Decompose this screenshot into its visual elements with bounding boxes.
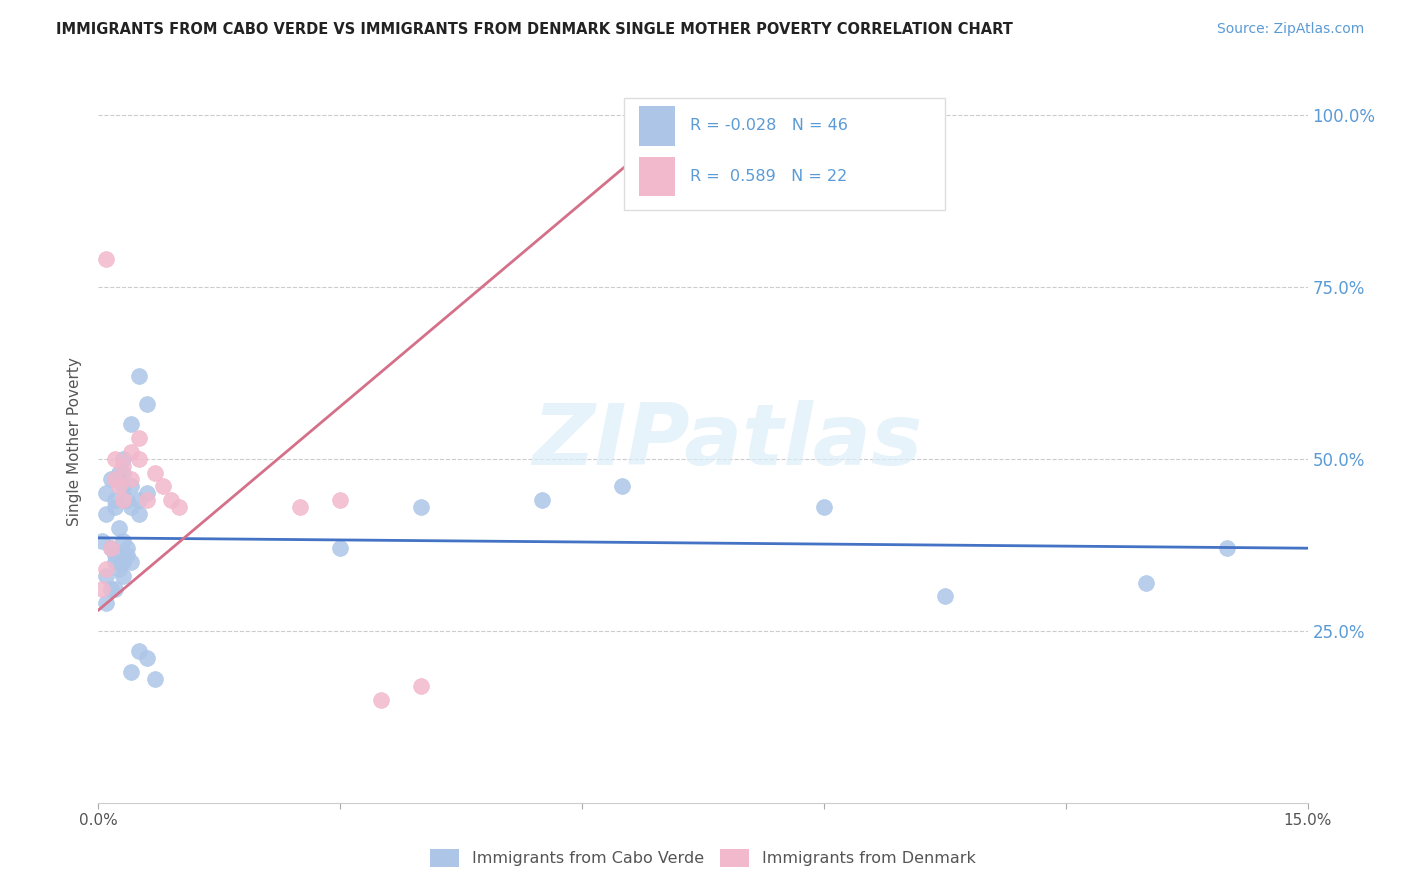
Point	[111, 568, 134, 582]
Point	[115, 541, 138, 556]
Point	[111, 458, 134, 473]
Point	[128, 369, 150, 384]
Point	[96, 596, 118, 610]
Point	[152, 479, 174, 493]
Point	[100, 541, 122, 556]
Point	[96, 507, 118, 521]
Point	[120, 555, 142, 569]
Point	[409, 500, 432, 514]
Text: Source: ZipAtlas.com: Source: ZipAtlas.com	[1216, 22, 1364, 37]
Point	[111, 555, 134, 569]
Text: ZIPatlas: ZIPatlas	[531, 400, 922, 483]
Point	[143, 466, 166, 480]
Point	[103, 493, 125, 508]
Point	[120, 479, 142, 493]
Point	[128, 431, 150, 445]
Point	[135, 493, 157, 508]
Point	[96, 486, 118, 500]
FancyBboxPatch shape	[624, 98, 945, 211]
Point	[120, 472, 142, 486]
Point	[111, 451, 134, 466]
Point	[103, 548, 125, 562]
Point	[107, 520, 129, 534]
Point	[370, 692, 392, 706]
Point	[120, 500, 142, 514]
Point	[813, 500, 835, 514]
Point	[100, 541, 122, 556]
Point	[120, 665, 142, 679]
Point	[103, 451, 125, 466]
Point	[96, 252, 118, 267]
Point	[128, 493, 150, 508]
Point	[128, 451, 150, 466]
Point	[135, 397, 157, 411]
Point	[120, 417, 142, 432]
Point	[96, 568, 118, 582]
Point	[128, 507, 150, 521]
Point	[91, 534, 114, 549]
Point	[115, 493, 138, 508]
Point	[100, 582, 122, 597]
Point	[103, 472, 125, 486]
Point	[934, 590, 956, 604]
Bar	[638, 156, 675, 196]
Point	[96, 562, 118, 576]
Point	[111, 466, 134, 480]
Text: R = -0.028   N = 46: R = -0.028 N = 46	[690, 119, 848, 133]
Point	[135, 651, 157, 665]
Point	[103, 555, 125, 569]
Point	[111, 493, 134, 508]
Text: IMMIGRANTS FROM CABO VERDE VS IMMIGRANTS FROM DENMARK SINGLE MOTHER POVERTY CORR: IMMIGRANTS FROM CABO VERDE VS IMMIGRANTS…	[56, 22, 1014, 37]
Point	[107, 562, 129, 576]
Point	[1135, 575, 1157, 590]
Bar	[638, 106, 675, 145]
Point	[135, 486, 157, 500]
Point	[329, 493, 352, 508]
Point	[103, 500, 125, 514]
Point	[120, 445, 142, 459]
Point	[143, 672, 166, 686]
Point	[115, 548, 138, 562]
Point	[1216, 541, 1239, 556]
Point	[409, 679, 432, 693]
Point	[288, 500, 311, 514]
Point	[100, 472, 122, 486]
Point	[167, 500, 190, 514]
Point	[107, 479, 129, 493]
Legend: Immigrants from Cabo Verde, Immigrants from Denmark: Immigrants from Cabo Verde, Immigrants f…	[430, 848, 976, 867]
Point	[128, 644, 150, 658]
Point	[103, 582, 125, 597]
Point	[612, 479, 634, 493]
Point	[329, 541, 352, 556]
Point	[530, 493, 553, 508]
Point	[111, 479, 134, 493]
Point	[111, 534, 134, 549]
Point	[107, 466, 129, 480]
Point	[160, 493, 183, 508]
Text: R =  0.589   N = 22: R = 0.589 N = 22	[690, 169, 846, 184]
Point	[91, 582, 114, 597]
Y-axis label: Single Mother Poverty: Single Mother Poverty	[67, 357, 83, 526]
